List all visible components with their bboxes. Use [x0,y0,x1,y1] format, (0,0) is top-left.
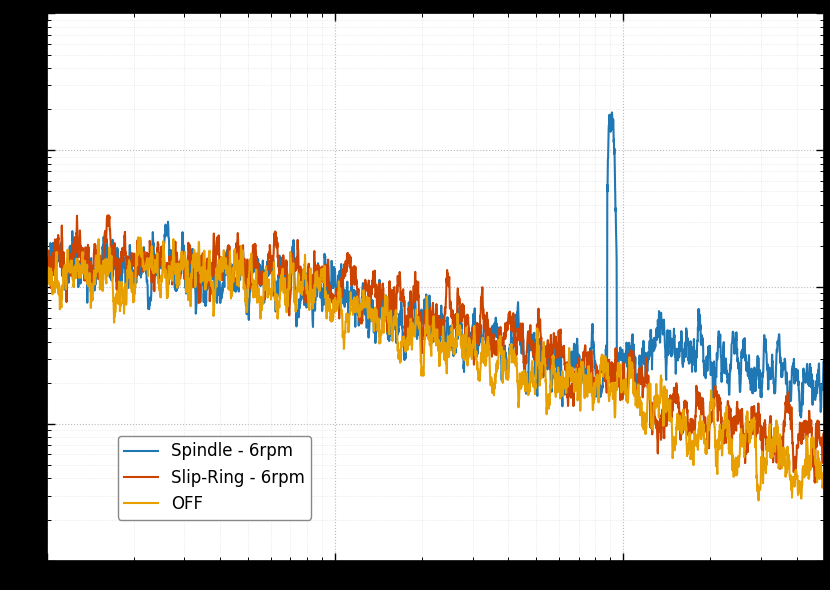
Line: Slip-Ring - 6rpm: Slip-Ring - 6rpm [47,215,824,483]
Spindle - 6rpm [607,114,617,121]
Spindle - 6rpm [375,291,385,298]
Spindle - 6rpm [607,109,617,116]
Spindle - 6rpm [757,382,767,389]
OFF [757,448,767,455]
OFF [819,474,829,481]
Slip-Ring - 6rpm [42,255,52,263]
OFF [607,379,617,386]
Spindle - 6rpm [796,414,806,421]
Spindle - 6rpm [796,402,806,409]
Slip-Ring - 6rpm [810,479,820,486]
OFF [133,234,143,241]
Spindle - 6rpm [369,319,378,326]
Slip-Ring - 6rpm [757,441,767,448]
Slip-Ring - 6rpm [607,362,617,369]
Spindle - 6rpm [42,258,52,266]
Spindle - 6rpm [412,314,422,322]
Slip-Ring - 6rpm [104,212,114,219]
Spindle - 6rpm [819,371,829,378]
OFF [412,313,422,320]
Legend: Spindle - 6rpm, Slip-Ring - 6rpm, OFF: Spindle - 6rpm, Slip-Ring - 6rpm, OFF [118,435,311,520]
Slip-Ring - 6rpm [412,280,422,287]
Slip-Ring - 6rpm [375,293,385,300]
Slip-Ring - 6rpm [796,427,806,434]
OFF [375,333,385,340]
OFF [369,326,378,333]
Slip-Ring - 6rpm [369,275,378,282]
OFF [754,497,764,504]
Line: Spindle - 6rpm: Spindle - 6rpm [47,113,824,418]
Slip-Ring - 6rpm [819,446,829,453]
OFF [796,489,806,496]
Line: OFF: OFF [47,237,824,500]
OFF [42,276,52,283]
